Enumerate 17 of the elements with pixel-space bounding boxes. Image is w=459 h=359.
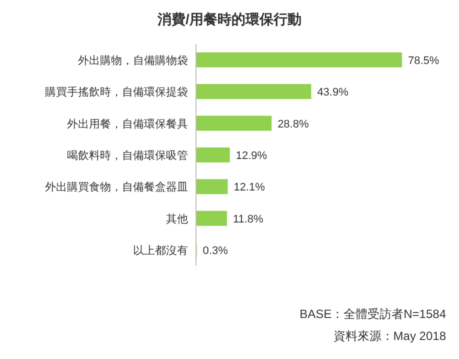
data-label: 28.8%	[278, 118, 309, 130]
y-tick-label: 外出購物，自備購物袋	[78, 54, 188, 67]
data-label: 12.9%	[236, 150, 268, 162]
y-tick-label: 外出購買食物，自備餐盒器皿	[45, 180, 188, 194]
source-note: 資料來源：May 2018	[333, 329, 446, 343]
y-tick-label: 外出用餐，自備環保餐具	[67, 117, 188, 130]
data-label: 11.8%	[232, 213, 264, 226]
y-tick-label: 以上都沒有	[133, 244, 188, 258]
data-label: 43.9%	[317, 86, 349, 99]
chart-title: 消費/用餐時的環保行動	[156, 11, 302, 27]
text: BASE：全體受訪者N=1584	[300, 307, 446, 321]
y-tick-label: 購買手搖飲時，自備環保提袋	[45, 86, 188, 99]
y-tick-label: 其他	[166, 212, 188, 226]
y-tick-label: 喝飲料時，自備環保吸管	[67, 148, 188, 162]
data-label: 12.1%	[234, 182, 266, 194]
data-label: 0.3%	[202, 245, 228, 258]
data-label: 78.5%	[408, 54, 440, 67]
